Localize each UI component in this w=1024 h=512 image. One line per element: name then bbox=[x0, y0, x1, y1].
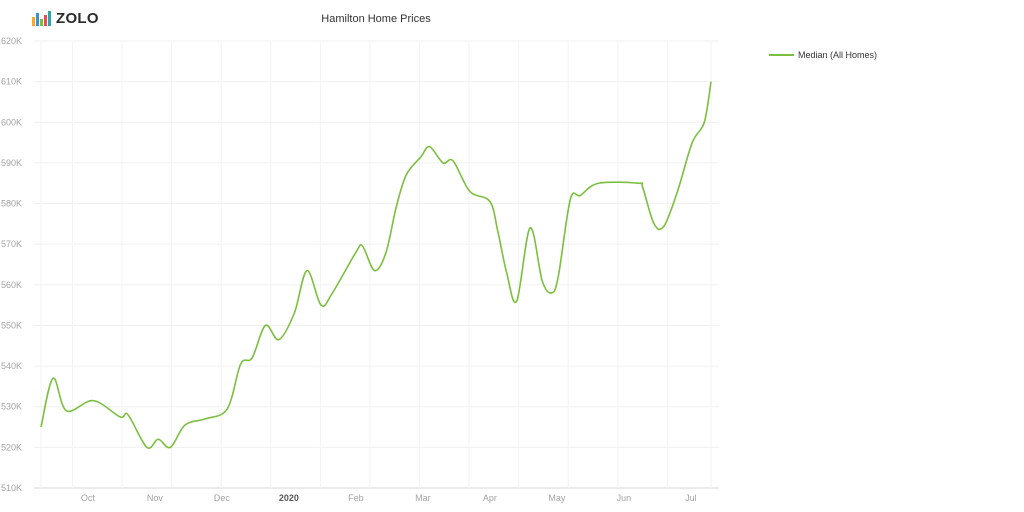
x-axis: Oct Nov Dec 2020 Feb Mar Apr May Jun Jul bbox=[81, 493, 697, 503]
y-tick-label: 540K bbox=[1, 361, 22, 371]
y-tick-label: 530K bbox=[1, 402, 22, 412]
y-tick-label: 520K bbox=[1, 442, 22, 452]
chart-grid bbox=[34, 40, 719, 489]
logo-bar bbox=[44, 15, 47, 26]
y-tick-label: 580K bbox=[1, 199, 22, 209]
y-axis: 510K 520K 530K 540K 550K 560K 570K 580K 590K 600K… bbox=[1, 36, 22, 493]
logo-bar bbox=[32, 17, 35, 26]
x-tick-label: Feb bbox=[348, 493, 364, 503]
y-tick-label: 560K bbox=[1, 280, 22, 290]
logo-bar bbox=[36, 13, 39, 26]
series-line-median bbox=[40, 81, 712, 449]
y-tick-label: 620K bbox=[1, 36, 22, 46]
x-tick-label: Mar bbox=[415, 493, 431, 503]
x-tick-label: Dec bbox=[214, 493, 231, 503]
x-tick-label: Nov bbox=[147, 493, 164, 503]
legend-label[interactable]: Median (All Homes) bbox=[798, 50, 877, 60]
x-tick-label: Apr bbox=[483, 493, 497, 503]
series-layer bbox=[40, 81, 712, 449]
x-tick-label: Jul bbox=[685, 493, 697, 503]
y-tick-label: 590K bbox=[1, 158, 22, 168]
logo-bar bbox=[40, 19, 43, 26]
y-tick-label: 570K bbox=[1, 239, 22, 249]
y-tick-label: 550K bbox=[1, 320, 22, 330]
logo-bar bbox=[48, 11, 51, 26]
y-tick-label: 600K bbox=[1, 117, 22, 127]
x-tick-label: 2020 bbox=[279, 493, 299, 503]
y-tick-label: 510K bbox=[1, 483, 22, 493]
zolo-logo: ZOLO bbox=[32, 10, 99, 27]
x-tick-label: Jun bbox=[617, 493, 632, 503]
chart-legend[interactable]: Median (All Homes) bbox=[769, 50, 877, 60]
y-tick-label: 610K bbox=[1, 77, 22, 87]
x-tick-label: May bbox=[548, 493, 566, 503]
zolo-logo-text: ZOLO bbox=[56, 10, 99, 27]
chart-title: Hamilton Home Prices bbox=[321, 13, 431, 25]
zolo-logo-icon bbox=[32, 11, 51, 26]
x-tick-label: Oct bbox=[81, 493, 96, 503]
